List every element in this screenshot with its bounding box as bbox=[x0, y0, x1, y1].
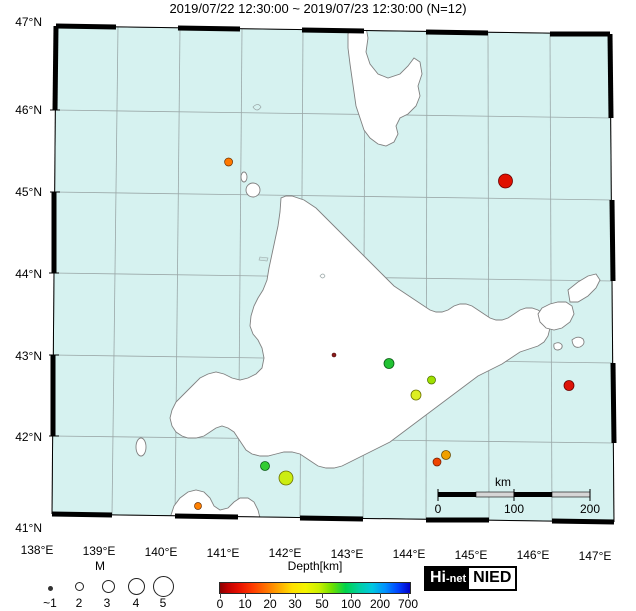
magnitude-symbol-5 bbox=[153, 576, 174, 597]
depth-label-20: 20 bbox=[263, 597, 277, 611]
scale-bar-unit: km bbox=[495, 475, 511, 489]
lon-label-140: 140°E bbox=[144, 545, 178, 559]
scale-bar-seg bbox=[438, 492, 476, 497]
depth-tick bbox=[380, 593, 381, 598]
nied-wordmark: NIED bbox=[469, 568, 516, 589]
epicenter-marker bbox=[194, 502, 202, 510]
hinet-net-text: -net bbox=[446, 573, 467, 585]
lon-label-141: 141°E bbox=[206, 546, 240, 560]
epicenter-marker bbox=[410, 389, 422, 401]
coast-habomai bbox=[553, 342, 563, 351]
island-okushiri bbox=[135, 437, 147, 457]
lon-label-142: 142°E bbox=[268, 546, 302, 560]
depth-label-100: 100 bbox=[340, 597, 362, 611]
depth-tick bbox=[220, 593, 221, 598]
scale-bar-seg bbox=[475, 491, 515, 498]
magnitude-label-1: ~1 bbox=[43, 596, 57, 610]
lon-label-145: 145°E bbox=[454, 548, 488, 562]
island-mark-b bbox=[319, 273, 326, 279]
epicenter-marker bbox=[498, 173, 513, 189]
island-rebun bbox=[240, 171, 248, 183]
lon-label-144: 144°E bbox=[392, 547, 426, 561]
depth-label-200: 200 bbox=[369, 597, 391, 611]
magnitude-legend-title: M bbox=[95, 559, 105, 573]
magnitude-symbol-2 bbox=[75, 582, 84, 591]
lon-label-147: 147°E bbox=[578, 549, 612, 563]
coast-etorofu bbox=[567, 273, 601, 303]
island-mark-c bbox=[252, 104, 262, 111]
lat-label-47: 47°N bbox=[15, 15, 42, 29]
depth-tick bbox=[295, 593, 296, 598]
lon-label-146: 146°E bbox=[516, 548, 550, 562]
coast-honshu-north bbox=[167, 489, 287, 522]
lon-label-143: 143°E bbox=[330, 547, 364, 561]
magnitude-symbol-4 bbox=[128, 578, 145, 595]
epicenter-markers bbox=[194, 157, 575, 510]
scale-bar-seg bbox=[551, 491, 591, 498]
lat-label-45: 45°N bbox=[15, 185, 42, 199]
lon-label-138: 138°E bbox=[20, 543, 54, 557]
scale-bar-tick-label: 0 bbox=[435, 502, 442, 516]
depth-legend: Depth[km] 0 10 20 30 50 100 200 700 bbox=[212, 559, 418, 611]
epicenter-marker bbox=[224, 157, 233, 167]
depth-label-30: 30 bbox=[288, 597, 302, 611]
lat-label-44: 44°N bbox=[15, 267, 42, 281]
coast-kunashiri bbox=[537, 301, 575, 331]
depth-legend-title: Depth[km] bbox=[287, 559, 343, 573]
epicenter-marker bbox=[331, 352, 337, 358]
lat-label-41: 41°N bbox=[15, 521, 42, 535]
scale-bar-tick-label: 200 bbox=[580, 502, 600, 516]
magnitude-legend: M ~1 2 3 4 5 bbox=[20, 559, 180, 610]
magnitude-label-5: 5 bbox=[159, 596, 167, 610]
magnitude-label-2: 2 bbox=[75, 596, 83, 610]
hinet-nied-logo: Hi -net NIED bbox=[424, 566, 518, 591]
island-rishiri bbox=[245, 182, 261, 198]
lon-label-139: 139°E bbox=[82, 544, 116, 558]
epicenter-marker bbox=[432, 457, 442, 467]
depth-tick bbox=[245, 593, 246, 598]
epicenter-marker bbox=[427, 375, 436, 385]
epicenter-marker bbox=[563, 380, 575, 391]
depth-label-0: 0 bbox=[216, 597, 224, 611]
magnitude-symbol-1 bbox=[48, 586, 53, 591]
scale-bar-seg bbox=[514, 492, 552, 497]
lat-label-42: 42°N bbox=[15, 430, 42, 444]
depth-label-50: 50 bbox=[315, 597, 329, 611]
coast-shikotan bbox=[571, 336, 585, 348]
depth-tick bbox=[408, 593, 409, 598]
map-border bbox=[50, 23, 617, 525]
epicenter-marker bbox=[383, 358, 395, 369]
depth-label-10: 10 bbox=[238, 597, 252, 611]
epicenter-marker bbox=[260, 461, 270, 471]
lat-label-43: 43°N bbox=[15, 349, 42, 363]
hinet-hi-text: Hi bbox=[430, 569, 446, 586]
depth-tick bbox=[322, 593, 323, 598]
depth-label-700: 700 bbox=[397, 597, 419, 611]
epicenter-marker bbox=[278, 470, 294, 486]
page-title: 2019/07/22 12:30:00 ~ 2019/07/23 12:30:0… bbox=[169, 1, 467, 16]
depth-colorbar bbox=[219, 582, 411, 594]
epicenter-marker bbox=[441, 450, 451, 460]
magnitude-symbol-3 bbox=[102, 580, 115, 593]
hinet-wordmark: Hi -net bbox=[426, 568, 470, 589]
coast-sakhalin bbox=[347, 26, 423, 147]
depth-tick bbox=[351, 593, 352, 598]
lat-label-46: 46°N bbox=[15, 103, 42, 117]
magnitude-label-3: 3 bbox=[103, 596, 111, 610]
island-mark-a bbox=[258, 256, 269, 262]
map-plot-area[interactable]: km 0 100 200 bbox=[48, 22, 618, 538]
scale-bar-tick-label: 100 bbox=[504, 502, 524, 516]
scale-bar: km 0 100 200 bbox=[435, 475, 601, 516]
magnitude-label-4: 4 bbox=[132, 596, 140, 610]
depth-tick bbox=[270, 593, 271, 598]
coast-hokkaido bbox=[169, 195, 551, 469]
map-svg: km 0 100 200 bbox=[50, 23, 617, 525]
